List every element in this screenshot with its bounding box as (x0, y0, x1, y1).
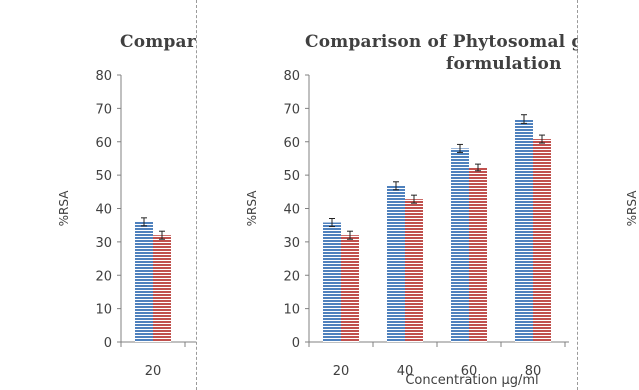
x-tick-label: 80 (525, 364, 542, 379)
x-tick-label: 40 (397, 364, 414, 379)
bar-series1-60 (451, 148, 469, 342)
chart-title-center: Comparison of Phytosomal ge (305, 32, 580, 52)
y-tick-label: 0 (292, 336, 300, 351)
chart-right-svg: %RSA (625, 190, 639, 227)
y-tick-label: 20 (283, 269, 300, 284)
y-tick-label: 40 (95, 203, 112, 218)
panel-divider-right (577, 0, 578, 390)
y-tick-label: 0 (104, 336, 112, 351)
bar-series1-20 (323, 222, 341, 342)
y-tick-label: 80 (283, 69, 300, 84)
y-tick-label: 50 (283, 169, 300, 184)
chart-panel-left: Compar %RSA 0 10 20 30 40 50 60 70 80 20 (0, 0, 196, 390)
y-tick-label: 60 (283, 136, 300, 151)
y-tick-label: 40 (283, 203, 300, 218)
x-tick-label: 20 (145, 364, 162, 379)
x-axis-label: Concentration µg/ml (405, 373, 538, 388)
y-tick-label: 50 (95, 169, 112, 184)
chart-panel-center: Comparison of Phytosomal ge formulation … (197, 0, 580, 390)
bar-series2-60 (469, 167, 487, 342)
y-tick-label: 10 (95, 303, 112, 318)
chart-title-left: Compar (120, 32, 196, 52)
y-tick-label: 70 (95, 102, 112, 117)
bar-series1-20 (135, 221, 153, 342)
y-tick-label: 30 (95, 236, 112, 251)
y-axis-label: %RSA (245, 190, 259, 227)
y-tick-label: 20 (95, 269, 112, 284)
bar-series1-80 (515, 119, 533, 343)
bar-series2-80 (533, 139, 551, 342)
bar-series2-40 (405, 199, 423, 342)
y-axis-label: %RSA (57, 190, 71, 227)
chart-panel-right: %RSA (578, 0, 639, 390)
x-tick-label: 20 (333, 364, 350, 379)
bar-series1-40 (387, 185, 405, 342)
y-tick-label: 70 (283, 102, 300, 117)
panel-divider-left (196, 0, 197, 390)
x-tick-label: 60 (461, 364, 478, 379)
y-tick-label: 30 (283, 236, 300, 251)
bar-series2-20 (153, 235, 171, 342)
y-axis-label: %RSA (625, 190, 639, 227)
chart-left-svg: %RSA 0 10 20 30 40 50 60 70 80 20 (57, 69, 196, 379)
y-tick-label: 60 (95, 136, 112, 151)
bar-series2-20 (341, 235, 359, 342)
y-tick-label: 10 (283, 303, 300, 318)
y-tick-label: 80 (95, 69, 112, 84)
chart-title-center-line2: formulation (446, 54, 562, 74)
